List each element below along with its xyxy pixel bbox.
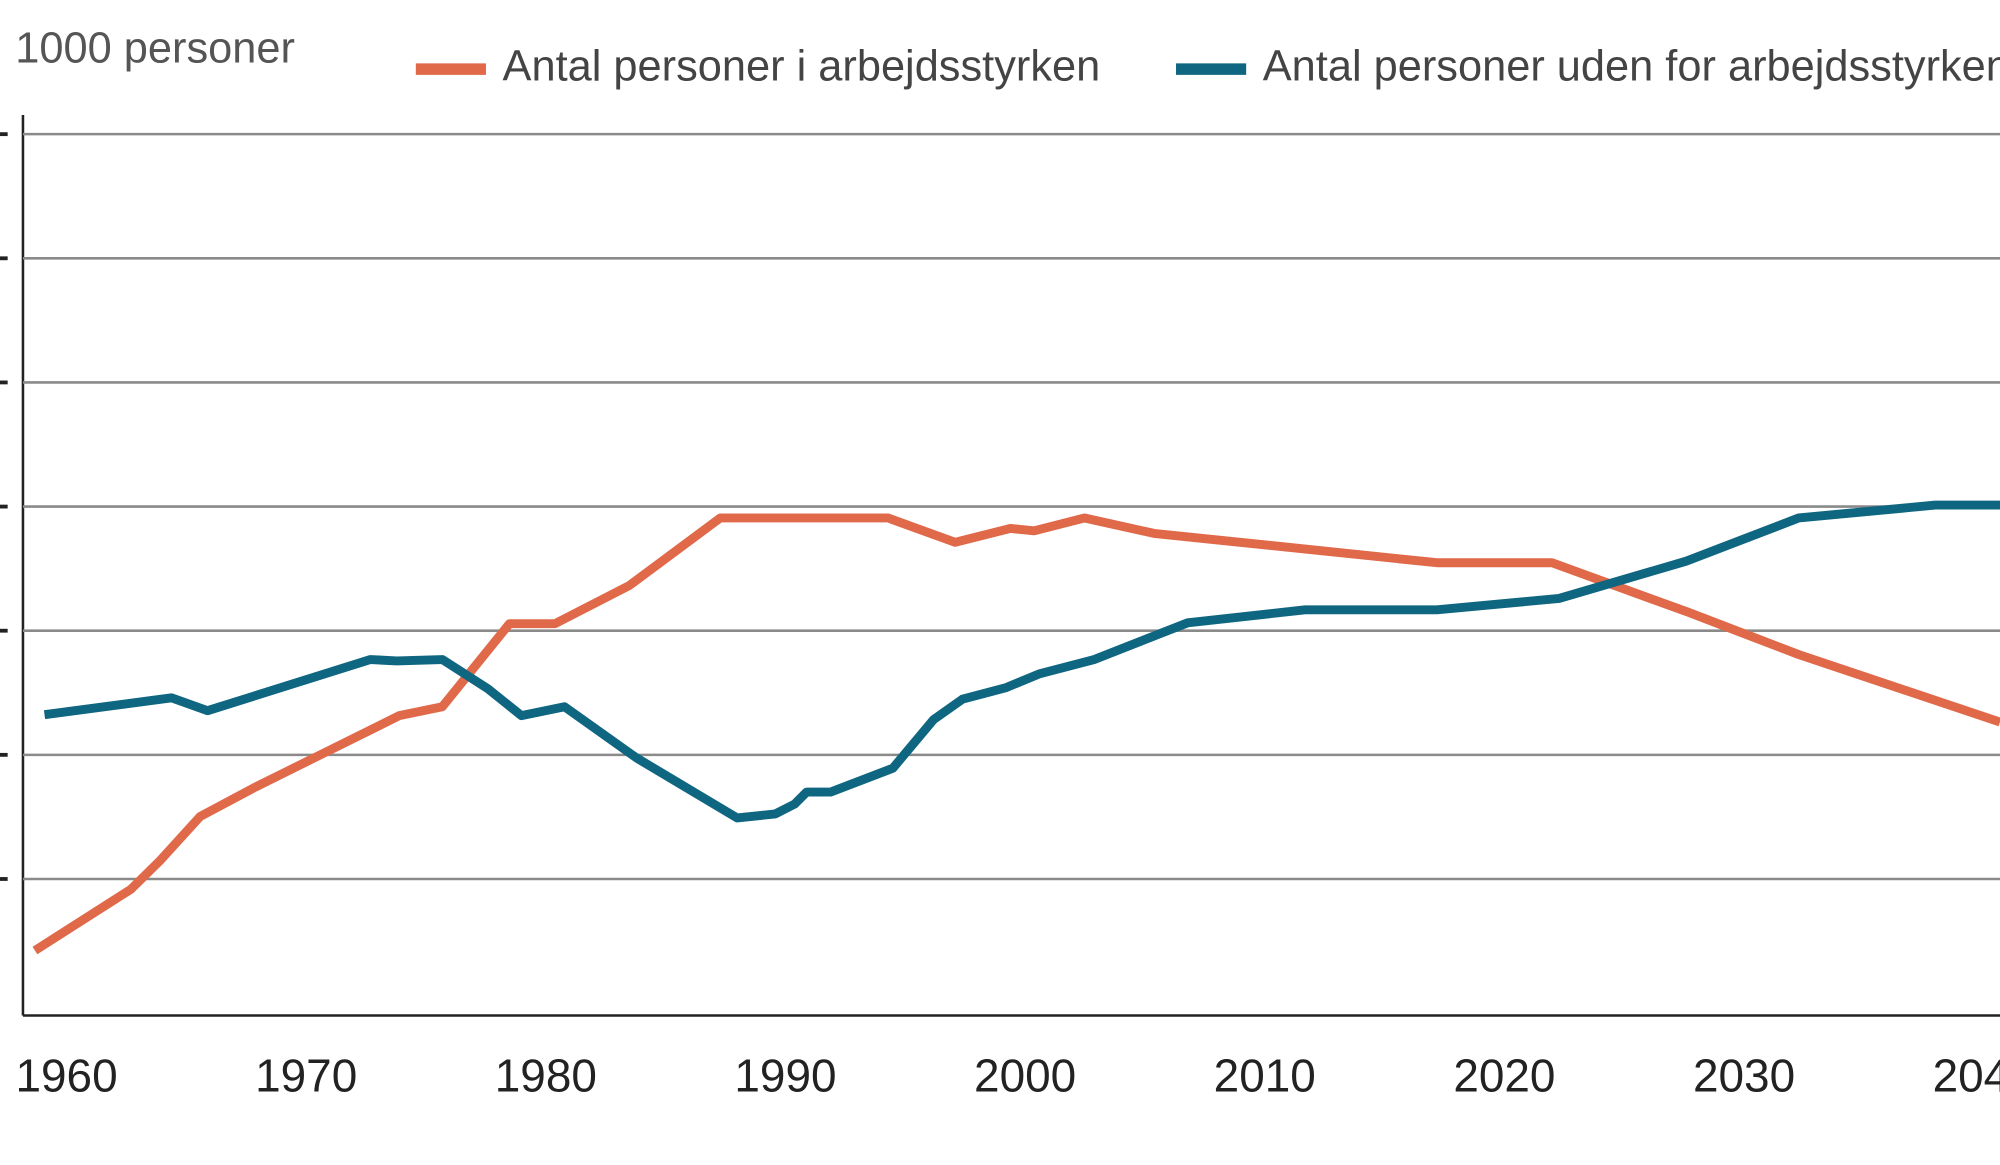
x-tick-label: 2040 — [1933, 1049, 2000, 1101]
legend-label: Antal personer i arbejdsstyrken — [503, 43, 1101, 91]
x-tick-label: 1980 — [495, 1049, 597, 1101]
x-tick-label: 1960 — [15, 1049, 117, 1101]
x-tick-label: 2020 — [1453, 1049, 1555, 1101]
x-tick-label: 2010 — [1214, 1049, 1316, 1101]
legend-label: Antal personer uden for arbejdsstyrken — [1263, 43, 2000, 91]
x-tick-label: 2000 — [974, 1049, 1076, 1101]
x-tick-label: 2030 — [1693, 1049, 1795, 1101]
x-tick-label: 1990 — [734, 1049, 836, 1101]
y-axis-label: 1000 personer — [15, 25, 295, 73]
series-line — [43, 500, 2000, 823]
series-line — [32, 513, 2000, 955]
x-tick-label: 1970 — [255, 1049, 357, 1101]
